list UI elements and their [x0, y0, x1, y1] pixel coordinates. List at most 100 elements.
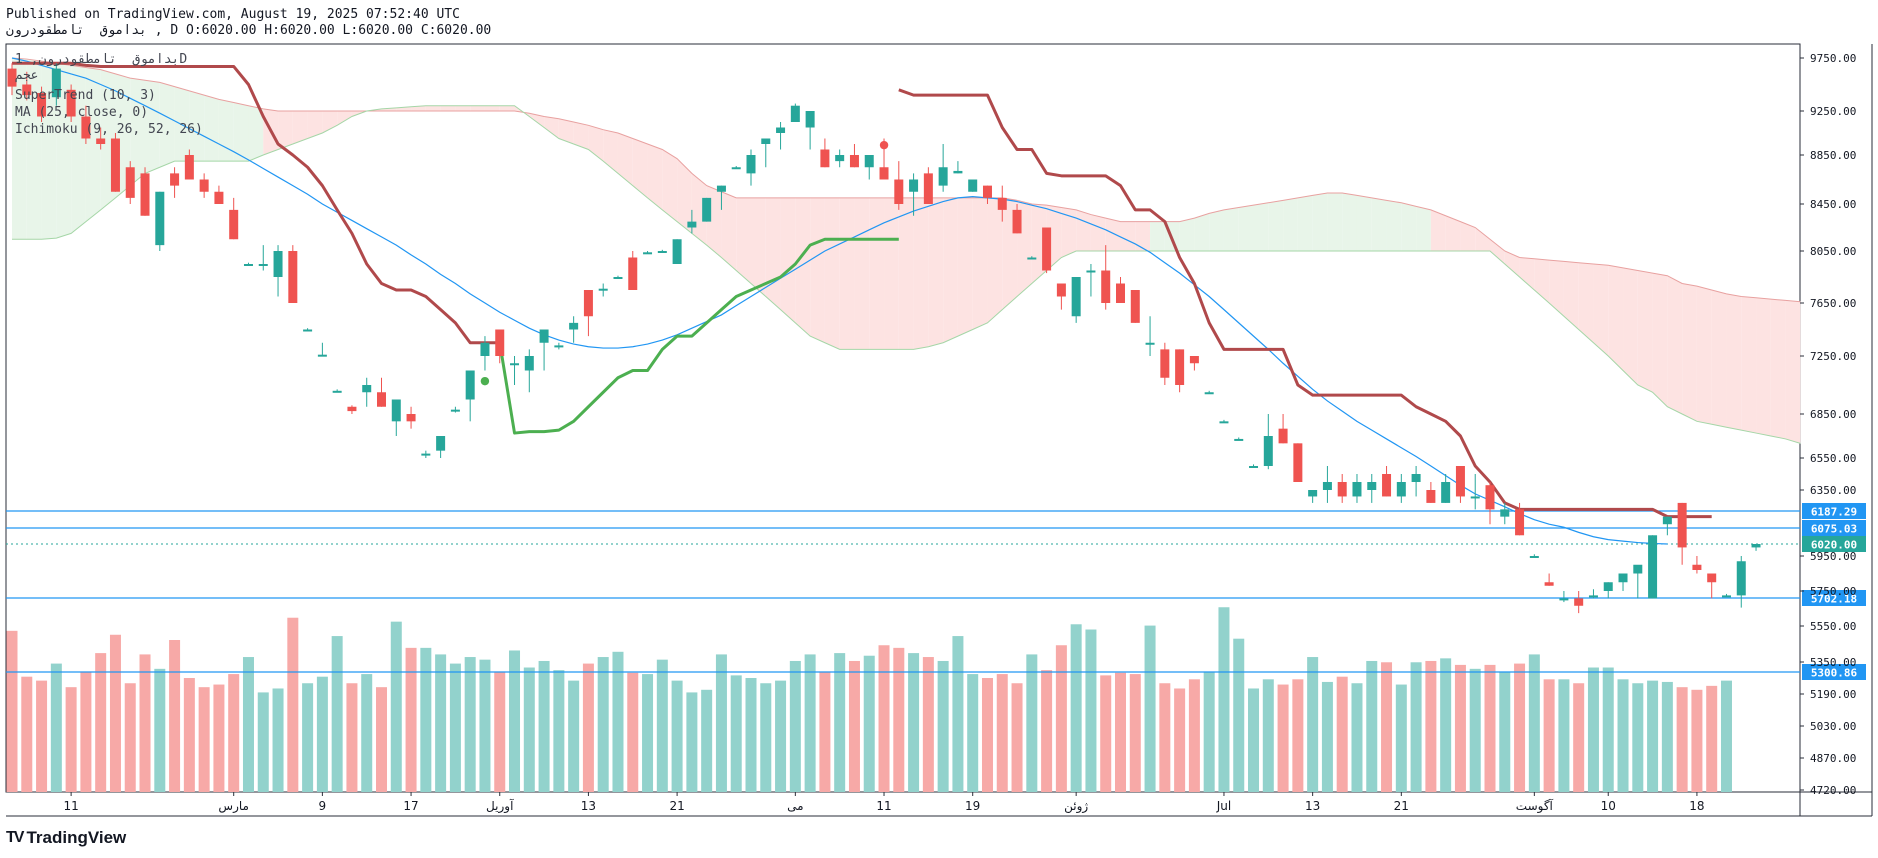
candle-body	[1515, 509, 1525, 536]
volume-bar	[1188, 679, 1200, 792]
candle-body	[1352, 482, 1362, 497]
volume-bar	[1484, 664, 1496, 792]
volume-bar	[597, 657, 609, 792]
candle-body	[243, 264, 253, 266]
candle-body	[1322, 482, 1332, 490]
y-tick-label: 4870.00	[1810, 752, 1856, 765]
candle-body	[1367, 482, 1377, 490]
hline-label-bg	[1802, 664, 1866, 680]
cloud-segment	[1682, 283, 1697, 422]
candle-body	[1204, 392, 1214, 395]
legend-supertrend[interactable]: SuperTrend (10, 3)	[15, 88, 156, 103]
volume-bar	[435, 654, 447, 792]
candle-body	[125, 167, 135, 198]
cloud-segment	[1445, 215, 1461, 251]
candle-body	[598, 288, 608, 291]
volume-bar	[1115, 672, 1126, 792]
cloud-segment	[292, 111, 308, 144]
candle-body	[421, 453, 431, 456]
candle-body	[997, 197, 1007, 210]
cloud-segment	[869, 197, 885, 350]
candle-body	[1648, 535, 1658, 599]
candle-body	[303, 329, 313, 332]
volume-bar	[730, 675, 742, 792]
x-tick-label: آوریل	[486, 798, 514, 814]
cloud-segment	[1696, 286, 1712, 425]
volume-bar	[1676, 687, 1688, 792]
volume-bar	[1203, 671, 1215, 792]
candle-body	[1308, 490, 1318, 497]
volume-bar	[996, 674, 1008, 792]
volume-bar	[1602, 667, 1614, 792]
candle-body	[1337, 482, 1347, 497]
sell-marker: ●	[879, 138, 889, 151]
cloud-segment	[1386, 200, 1402, 251]
candle-body	[643, 252, 653, 255]
y-tick-label: 8450.00	[1810, 198, 1856, 211]
cloud-segment	[1297, 195, 1313, 251]
volume-bar	[242, 657, 254, 792]
y-tick-label: 5550.00	[1810, 620, 1856, 633]
candle-body	[7, 68, 17, 87]
cloud-segment	[278, 111, 293, 150]
cloud-segment	[824, 197, 840, 350]
cloud-segment	[972, 197, 988, 330]
volume-bar	[701, 689, 713, 792]
volume-bar	[1026, 654, 1038, 792]
volume-bar	[967, 674, 979, 792]
volume-bar	[1011, 683, 1023, 792]
cloud-segment	[765, 197, 781, 310]
hline-label-bg	[1802, 590, 1866, 606]
candle-body	[347, 406, 357, 412]
cloud-segment	[1179, 218, 1195, 251]
volume-bar	[464, 657, 476, 792]
candle-body	[1677, 502, 1687, 548]
cloud-segment	[884, 197, 899, 350]
y-tick-label: 9750.00	[1810, 52, 1856, 65]
candle-body	[1618, 573, 1628, 583]
candle-body	[110, 138, 120, 192]
volume-bar	[124, 683, 136, 792]
candle-body	[1382, 474, 1392, 497]
cloud-segment	[632, 138, 648, 198]
volume-bar	[1292, 679, 1304, 792]
volume-bar	[509, 650, 521, 792]
candle-body	[923, 173, 933, 204]
candle-body	[332, 390, 342, 393]
volume-bar	[1454, 664, 1466, 792]
cloud-segment	[677, 158, 692, 234]
volume-bar	[1617, 679, 1629, 792]
x-tick-label: 13	[1305, 799, 1320, 813]
x-axis-labels: 11 مارس 9 17 آوریل 13 21 می 11 19 ژوئن Jul 13 21 آگوست…	[63, 792, 1705, 814]
legend-ichimoku[interactable]: Ichimoku (9, 26, 52, 26)	[15, 122, 203, 137]
candle-body	[672, 239, 682, 264]
candle-body	[953, 170, 963, 174]
volume-bar	[568, 680, 580, 792]
cloud-segment	[411, 105, 426, 111]
cloud-segment	[943, 197, 958, 343]
cloud-segment	[1061, 207, 1077, 258]
tradingview-footer[interactable]: TV TradingView	[6, 828, 126, 848]
candle-body	[1529, 556, 1539, 558]
x-tick-label: 9	[319, 799, 327, 813]
candle-body	[583, 290, 593, 317]
volume-bar	[65, 687, 77, 792]
volume-bar	[1425, 660, 1437, 792]
candle-body	[702, 197, 712, 222]
candle-body	[96, 138, 106, 144]
volume-bar	[1558, 679, 1570, 792]
cloud-segment	[544, 116, 559, 139]
candle-body	[37, 92, 47, 117]
cloud-segment	[85, 67, 101, 222]
volume-bar	[1055, 645, 1067, 792]
legend-ma[interactable]: MA (25, close, 0)	[15, 105, 149, 120]
volume-bar	[198, 687, 210, 792]
y-tick-label: 4720.00	[1810, 784, 1856, 797]
cloud-segment	[425, 105, 441, 111]
x-tick-label: Jul	[1216, 799, 1231, 813]
volume-bar	[893, 647, 905, 792]
cloud-segment	[1312, 192, 1328, 251]
volume-bar	[1218, 607, 1230, 792]
volume-bar	[1277, 684, 1289, 792]
